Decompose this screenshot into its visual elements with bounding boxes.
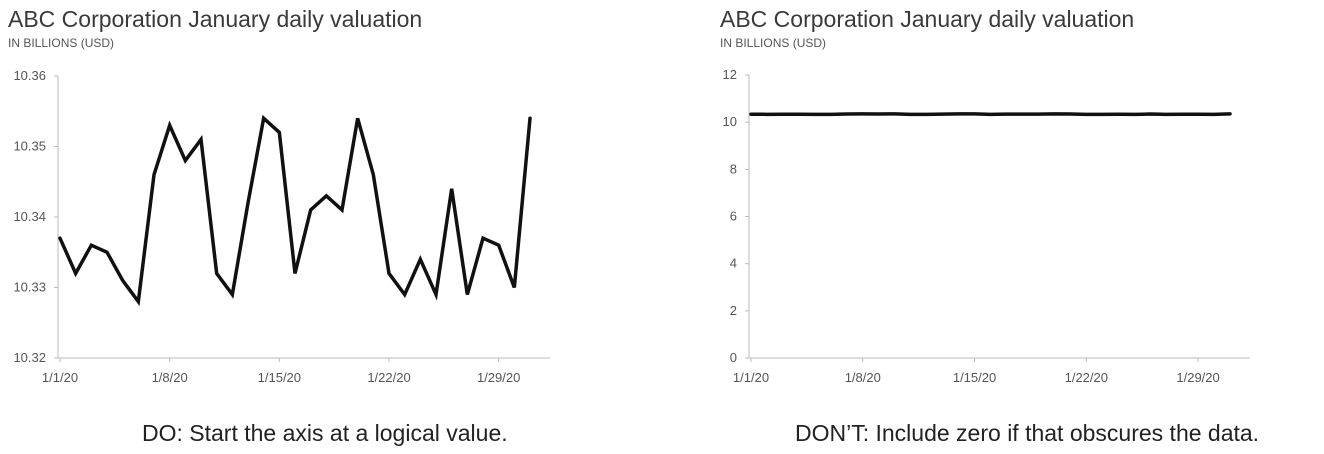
y-tick-label: 8 [730,161,737,176]
y-tick-label: 10.35 [13,139,46,154]
y-tick-label: 10.36 [13,68,46,83]
chart-panel-left: ABC Corporation January daily valuation … [8,6,550,385]
x-tick-label: 1/8/20 [152,370,188,385]
chart-plot-right: 0 2 4 6 8 10 12 1/1/20 1/8/20 1/15/20 1/22/20 1/29/… [723,67,1250,385]
chart-plot-left: 10.32 10.33 10.34 10.35 10.36 1/1/20 1/8/20 1/1… [13,68,550,385]
y-tick-label: 4 [730,256,737,271]
y-tick-label: 6 [730,209,737,224]
x-tick-label: 1/8/20 [845,370,881,385]
chart-title: ABC Corporation January daily valuation [720,6,1135,32]
y-tick-label: 10.34 [13,209,46,224]
chart-subtitle: IN BILLIONS (USD) [720,36,827,50]
caption-do: DO: Start the axis at a logical value. [142,420,508,446]
x-tick-label: 1/22/20 [367,370,410,385]
y-tick-label: 12 [723,67,737,82]
y-tick-label: 2 [730,303,737,318]
x-tick-label: 1/29/20 [1176,370,1219,385]
x-tick-label: 1/15/20 [953,370,996,385]
series-line [58,114,532,307]
chart-title: ABC Corporation January daily valuation [8,6,423,32]
y-tick-label: 10.33 [13,280,46,295]
x-tick-label: 1/1/20 [733,370,769,385]
x-tick-label: 1/29/20 [477,370,520,385]
caption-dont: DON’T: Include zero if that obscures the… [795,420,1260,446]
y-tick-label: 10 [723,114,737,129]
chart-subtitle: IN BILLIONS (USD) [8,36,115,50]
y-tick-label: 0 [730,350,737,365]
x-tick-label: 1/22/20 [1065,370,1108,385]
y-tick-label: 10.32 [13,350,46,365]
x-tick-label: 1/1/20 [42,370,78,385]
x-tick-label: 1/15/20 [258,370,301,385]
chart-panel-right: ABC Corporation January daily valuation … [712,0,1324,454]
